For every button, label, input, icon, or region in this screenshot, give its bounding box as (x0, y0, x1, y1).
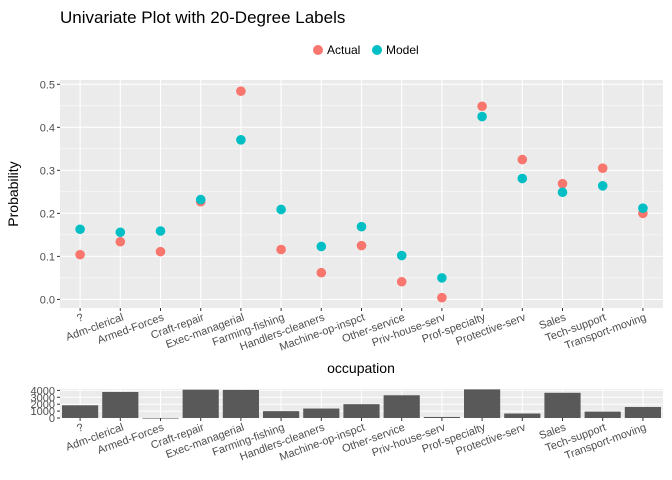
point-actual (276, 244, 286, 255)
y-tick-label: 0.1 (40, 251, 55, 263)
point-model (155, 226, 166, 236)
y-tick-label: 3000 (31, 392, 55, 404)
main-plot-x-axis: ?Adm-clericalArmed-ForcesCraft-repairExe… (64, 308, 648, 354)
count-bar (584, 411, 621, 418)
y-tick-label: 0.4 (40, 122, 55, 134)
point-actual (597, 163, 608, 173)
count-bar (383, 395, 420, 418)
count-bar (544, 392, 581, 418)
y-tick-label: 0.5 (40, 79, 55, 91)
point-model (557, 187, 568, 198)
legend-label-model: Model (386, 43, 419, 57)
point-actual (75, 249, 85, 260)
point-actual (316, 267, 327, 278)
y-axis-title: Probability (5, 161, 21, 226)
y-tick-label: 2000 (31, 399, 55, 411)
y-tick-label: 0.0 (40, 294, 55, 306)
y-tick-label: 4000 (31, 385, 55, 397)
point-model (316, 241, 327, 252)
point-actual (557, 178, 568, 189)
point-model (115, 227, 126, 238)
point-model (396, 250, 407, 261)
point-model (236, 134, 246, 145)
count-plot-bars (62, 389, 661, 419)
chart-title: Univariate Plot with 20-Degree Labels (60, 8, 345, 27)
count-bar (343, 404, 380, 418)
point-model (437, 273, 447, 283)
point-actual (236, 86, 246, 96)
main-plot-points (75, 86, 648, 303)
legend-label-actual: Actual (327, 43, 360, 57)
count-bar (263, 411, 300, 418)
count-bar (102, 391, 139, 418)
point-actual (517, 154, 528, 165)
point-actual (477, 101, 487, 112)
point-actual (356, 240, 367, 251)
point-actual (396, 276, 407, 287)
y-tick-label: 0.3 (40, 165, 55, 177)
point-model (638, 203, 648, 213)
point-actual (155, 246, 166, 257)
legend: Actual Model (313, 43, 419, 57)
x-tick-label: ? (75, 312, 85, 325)
point-model (75, 224, 85, 235)
count-bar (504, 413, 541, 418)
count-bar (464, 389, 501, 418)
x-axis-title: occupation (327, 360, 395, 376)
point-model (517, 173, 528, 184)
y-tick-label: 0.2 (40, 208, 55, 220)
count-bar (624, 406, 661, 418)
count-bar (303, 408, 340, 418)
count-bar (182, 389, 219, 418)
x-tick-label: ? (75, 422, 85, 435)
legend-key-model (372, 45, 382, 55)
point-model (276, 204, 286, 215)
count-bar (222, 389, 259, 418)
count-bar (423, 416, 460, 418)
count-bar (62, 405, 99, 418)
y-tick-label: 1000 (31, 406, 55, 418)
y-tick-label: 0 (49, 413, 55, 425)
point-model (356, 221, 367, 232)
point-actual (437, 292, 447, 303)
count-plot-x-axis: ?Adm-clericalArmed-ForcesCraft-repairExe… (64, 418, 648, 464)
legend-key-actual (313, 45, 323, 55)
point-actual (115, 236, 126, 247)
point-model (195, 194, 206, 205)
point-model (597, 181, 608, 191)
point-model (477, 111, 487, 122)
main-plot-y-axis: 0.0 0.1 0.2 0.3 0.4 0.5 (40, 79, 60, 306)
